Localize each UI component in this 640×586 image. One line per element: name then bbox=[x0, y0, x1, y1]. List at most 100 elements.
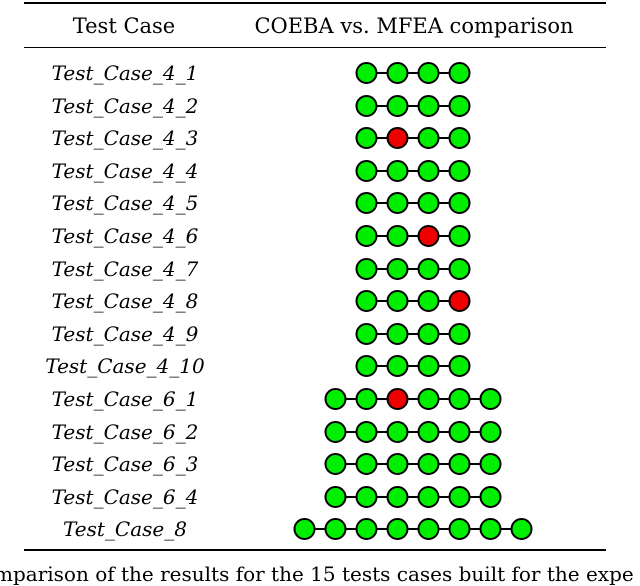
chain-link bbox=[377, 495, 387, 498]
chain-link bbox=[439, 495, 449, 498]
test-case-name: Test_Case_4_2 bbox=[51, 93, 199, 118]
win-marker bbox=[355, 420, 378, 443]
win-marker bbox=[355, 453, 378, 476]
chain-link bbox=[408, 300, 418, 303]
win-marker bbox=[355, 485, 378, 508]
table-row: Test_Case_4_5 bbox=[0, 187, 640, 219]
win-marker bbox=[417, 62, 440, 84]
test-case-name: Test_Case_4_6 bbox=[51, 224, 199, 248]
loss-marker bbox=[386, 127, 409, 150]
win-marker bbox=[386, 290, 409, 313]
chain-link bbox=[377, 398, 387, 400]
win-marker bbox=[417, 192, 440, 215]
win-marker bbox=[324, 420, 347, 443]
header-test-case: Test Case bbox=[72, 14, 176, 38]
win-marker bbox=[448, 257, 471, 280]
win-marker bbox=[386, 257, 409, 280]
chain-link bbox=[439, 72, 449, 74]
chain-link bbox=[470, 495, 480, 498]
chain-link bbox=[377, 430, 387, 433]
win-marker bbox=[386, 453, 409, 476]
chain-link bbox=[408, 104, 418, 107]
chain-link bbox=[439, 137, 449, 140]
win-marker bbox=[479, 485, 502, 508]
table-row: Test_Case_4_6 bbox=[0, 220, 640, 252]
win-marker bbox=[355, 159, 378, 182]
loss-marker bbox=[386, 388, 409, 410]
header-comparison: COEBA vs. MFEA comparison bbox=[254, 14, 574, 38]
chain-link bbox=[408, 202, 418, 205]
win-marker bbox=[386, 94, 409, 117]
win-marker bbox=[324, 485, 347, 508]
win-marker bbox=[417, 257, 440, 280]
win-marker bbox=[386, 518, 409, 541]
table-row: Test_Case_4_3 bbox=[0, 122, 640, 154]
chain-link bbox=[377, 267, 387, 270]
win-marker bbox=[448, 322, 471, 345]
test-case-name: Test_Case_8 bbox=[63, 517, 187, 542]
win-marker bbox=[479, 518, 502, 541]
win-marker bbox=[417, 94, 440, 117]
win-marker bbox=[293, 518, 316, 541]
win-marker bbox=[479, 453, 502, 476]
result-chain bbox=[355, 355, 471, 378]
chain-link bbox=[377, 235, 387, 237]
chain-link bbox=[439, 528, 449, 531]
result-chain bbox=[355, 127, 471, 150]
result-chain bbox=[324, 453, 502, 476]
test-case-name: Test_Case_4_3 bbox=[51, 126, 199, 151]
chain-link bbox=[408, 169, 418, 172]
chain-link bbox=[470, 398, 480, 400]
win-marker bbox=[448, 127, 471, 150]
chain-link bbox=[408, 398, 418, 400]
table-row: Test_Case_4_10 bbox=[0, 350, 640, 382]
chain-link bbox=[408, 528, 418, 531]
win-marker bbox=[355, 290, 378, 313]
chain-link bbox=[439, 235, 449, 237]
bottom-rule bbox=[24, 549, 606, 551]
win-marker bbox=[417, 420, 440, 443]
test-case-name: Test_Case_6_2 bbox=[51, 419, 199, 444]
win-marker bbox=[448, 518, 471, 541]
win-marker bbox=[417, 290, 440, 313]
test-case-name: Test_Case_6_4 bbox=[51, 484, 199, 509]
win-marker bbox=[448, 94, 471, 117]
win-marker bbox=[417, 485, 440, 508]
chain-link bbox=[439, 398, 449, 400]
win-marker bbox=[355, 257, 378, 280]
chain-link bbox=[439, 267, 449, 270]
result-chain bbox=[355, 94, 471, 117]
result-chain bbox=[355, 257, 471, 280]
chain-link bbox=[408, 430, 418, 433]
win-marker bbox=[386, 485, 409, 508]
win-marker bbox=[386, 192, 409, 215]
chain-link bbox=[346, 398, 356, 400]
chain-link bbox=[377, 528, 387, 531]
chain-link bbox=[439, 169, 449, 172]
test-case-name: Test_Case_4_1 bbox=[51, 61, 199, 85]
result-chain bbox=[293, 518, 533, 541]
chain-link bbox=[346, 528, 356, 531]
win-marker bbox=[448, 453, 471, 476]
win-marker bbox=[448, 388, 471, 410]
chain-link bbox=[377, 137, 387, 140]
table-row: Test_Case_8 bbox=[0, 513, 640, 545]
win-marker bbox=[479, 388, 502, 410]
win-marker bbox=[386, 322, 409, 345]
chain-link bbox=[439, 104, 449, 107]
win-marker bbox=[510, 518, 533, 541]
top-rule bbox=[24, 2, 606, 4]
win-marker bbox=[417, 388, 440, 410]
chain-link bbox=[439, 332, 449, 335]
chain-link bbox=[377, 365, 387, 368]
win-marker bbox=[355, 518, 378, 541]
table-row: Test_Case_6_3 bbox=[0, 448, 640, 480]
test-case-name: Test_Case_6_3 bbox=[51, 452, 199, 477]
win-marker bbox=[355, 127, 378, 150]
result-chain bbox=[355, 159, 471, 182]
chain-link bbox=[346, 430, 356, 433]
win-marker bbox=[448, 355, 471, 378]
header-rule bbox=[24, 47, 606, 48]
chain-link bbox=[501, 528, 511, 531]
chain-link bbox=[377, 300, 387, 303]
